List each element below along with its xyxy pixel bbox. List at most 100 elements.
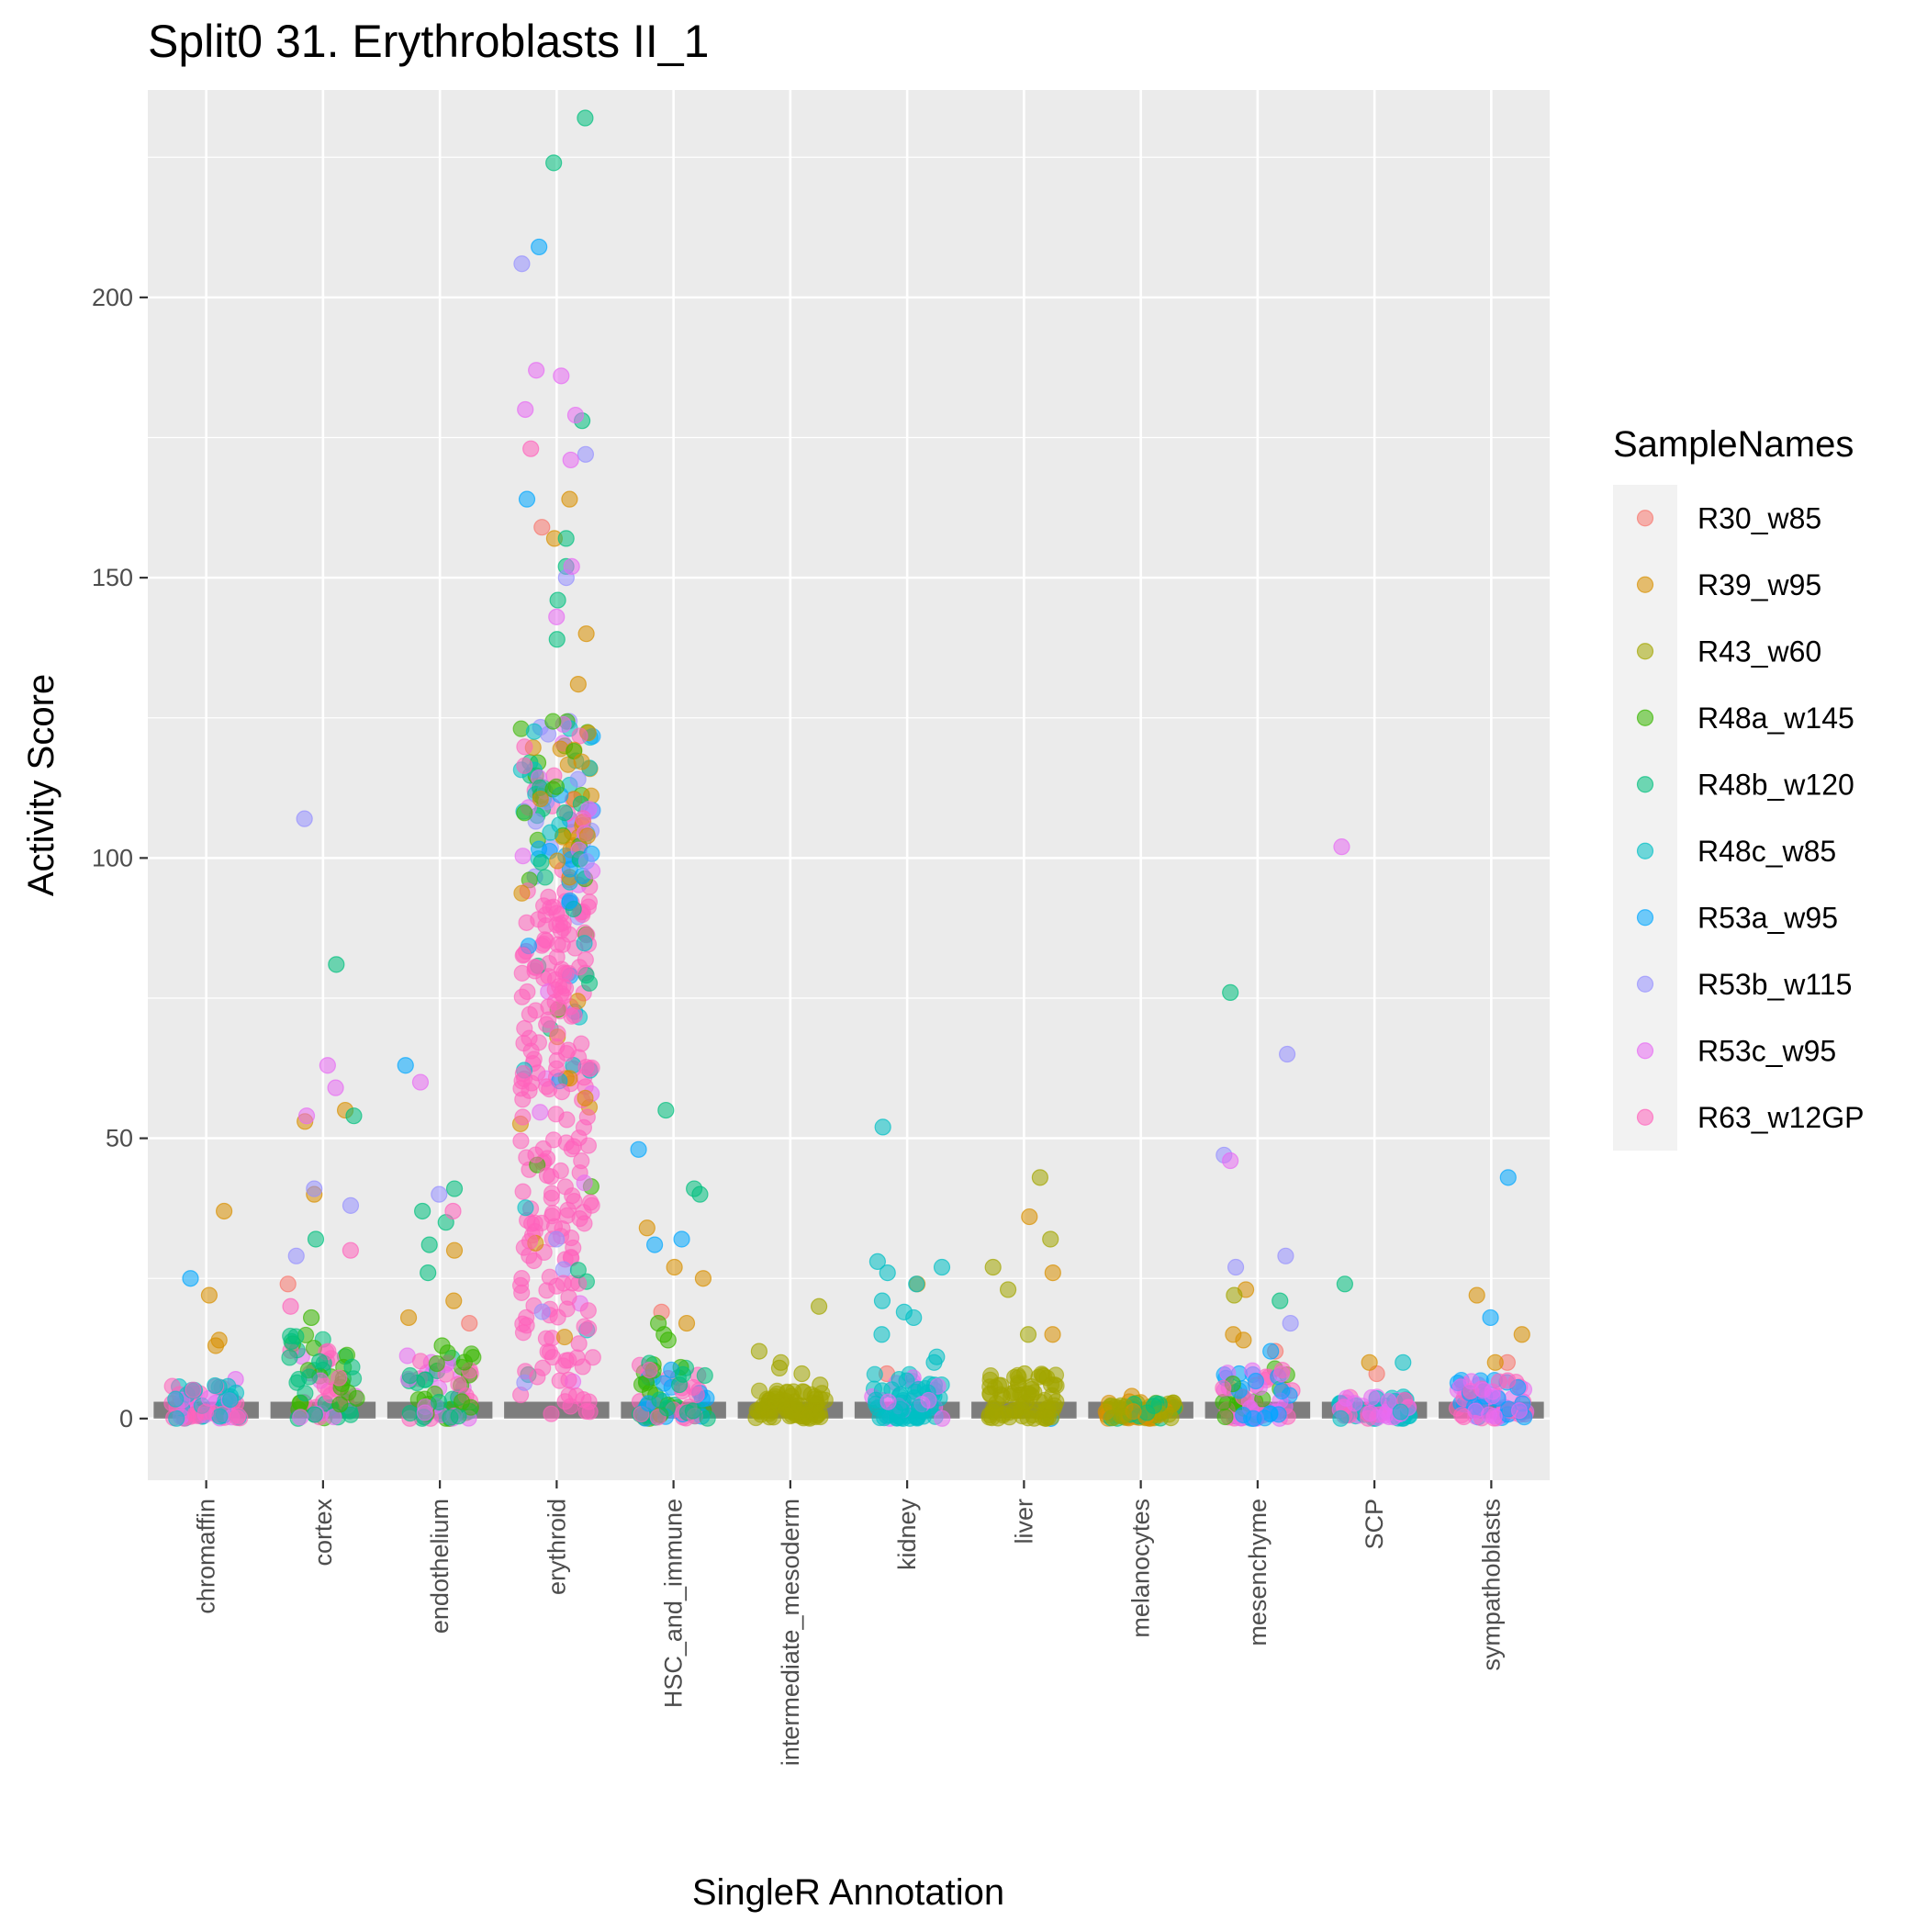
data-point — [1282, 1314, 1299, 1332]
data-point — [200, 1286, 218, 1304]
data-point — [428, 1354, 445, 1373]
data-point — [518, 914, 535, 931]
data-point — [518, 490, 536, 508]
data-point — [1227, 1258, 1245, 1276]
data-point — [577, 852, 596, 871]
data-point — [397, 1057, 414, 1074]
y-tick-label: 100 — [92, 844, 133, 871]
data-point — [302, 1309, 320, 1327]
legend-key — [1636, 909, 1654, 927]
data-point — [1486, 1354, 1504, 1371]
data-point — [528, 362, 545, 379]
data-point — [521, 1232, 539, 1250]
data-point — [514, 947, 532, 964]
data-point — [1499, 1169, 1517, 1186]
plot-panel — [148, 90, 1550, 1480]
data-point — [555, 804, 574, 822]
data-points — [163, 109, 1535, 1427]
data-point — [571, 727, 588, 745]
data-point — [561, 860, 578, 878]
y-axis-title: Activity Score — [21, 674, 62, 896]
data-point — [1346, 1395, 1363, 1412]
data-point — [557, 530, 575, 547]
data-point — [532, 790, 549, 808]
data-point — [316, 1377, 333, 1395]
data-point — [563, 557, 580, 576]
data-point — [229, 1409, 246, 1427]
data-point — [516, 804, 533, 822]
data-point — [1273, 1382, 1291, 1400]
data-point — [666, 1258, 683, 1276]
data-point — [638, 1219, 655, 1237]
data-point — [580, 1320, 598, 1337]
data-point — [990, 1376, 1008, 1394]
data-point — [569, 676, 587, 693]
data-point — [560, 1371, 577, 1388]
data-point — [577, 109, 594, 127]
x-tick-label: SCP — [1361, 1499, 1388, 1550]
data-point — [548, 631, 566, 648]
data-point — [879, 1393, 897, 1410]
data-point — [411, 1353, 430, 1370]
data-point — [553, 1083, 571, 1101]
data-point — [319, 1057, 336, 1074]
data-point — [538, 1166, 556, 1185]
data-point — [984, 1403, 1002, 1421]
data-point — [196, 1403, 215, 1421]
chart-title: Split0 31. Erythroblasts II_1 — [148, 16, 709, 67]
data-point — [563, 1140, 580, 1158]
data-point — [657, 1101, 675, 1119]
x-tick-label: melanocytes — [1127, 1499, 1155, 1638]
data-point — [873, 1326, 891, 1343]
data-point — [521, 1005, 538, 1023]
data-point — [750, 1342, 767, 1360]
legend-key — [1636, 975, 1654, 993]
data-point — [1216, 1408, 1234, 1426]
legend-label: R48a_w145 — [1697, 702, 1854, 735]
data-point — [569, 993, 587, 1010]
data-point — [1019, 1410, 1036, 1427]
x-tick-label: chromaffin — [193, 1499, 220, 1614]
y-tick-label: 150 — [92, 564, 133, 591]
data-point — [1272, 1292, 1289, 1309]
data-point — [566, 1006, 583, 1024]
data-point — [1395, 1354, 1412, 1371]
legend-key — [1636, 776, 1654, 793]
data-point — [908, 1275, 925, 1293]
data-point — [542, 824, 559, 841]
data-point — [300, 1368, 318, 1386]
data-point — [182, 1270, 199, 1287]
data-point — [450, 1376, 467, 1393]
grid-lines — [148, 90, 1550, 1480]
data-point — [694, 1270, 712, 1287]
data-point — [1215, 1379, 1232, 1397]
data-point — [1467, 1402, 1484, 1420]
data-point — [905, 1309, 923, 1327]
x-tick-label: intermediate_mesoderm — [777, 1499, 804, 1766]
data-point — [1462, 1373, 1480, 1390]
data-point — [548, 1038, 566, 1055]
data-point — [1222, 983, 1239, 1001]
data-point — [527, 959, 544, 977]
data-point — [342, 1241, 359, 1259]
data-point — [296, 810, 313, 827]
data-point — [879, 1264, 896, 1282]
data-point — [306, 1180, 323, 1197]
data-point — [439, 1344, 456, 1362]
data-point — [514, 1183, 532, 1200]
data-point — [414, 1202, 431, 1220]
data-point — [555, 1328, 574, 1346]
data-point — [630, 1140, 647, 1158]
data-point — [673, 1230, 690, 1248]
data-point — [555, 1357, 572, 1375]
data-point — [547, 1106, 565, 1123]
data-point — [514, 1108, 532, 1126]
data-point — [1277, 1247, 1294, 1264]
data-point — [561, 892, 578, 910]
data-point — [167, 1390, 185, 1408]
data-point — [444, 1202, 462, 1220]
data-point — [211, 1408, 229, 1425]
data-point — [571, 959, 588, 976]
data-point — [1279, 1045, 1296, 1063]
